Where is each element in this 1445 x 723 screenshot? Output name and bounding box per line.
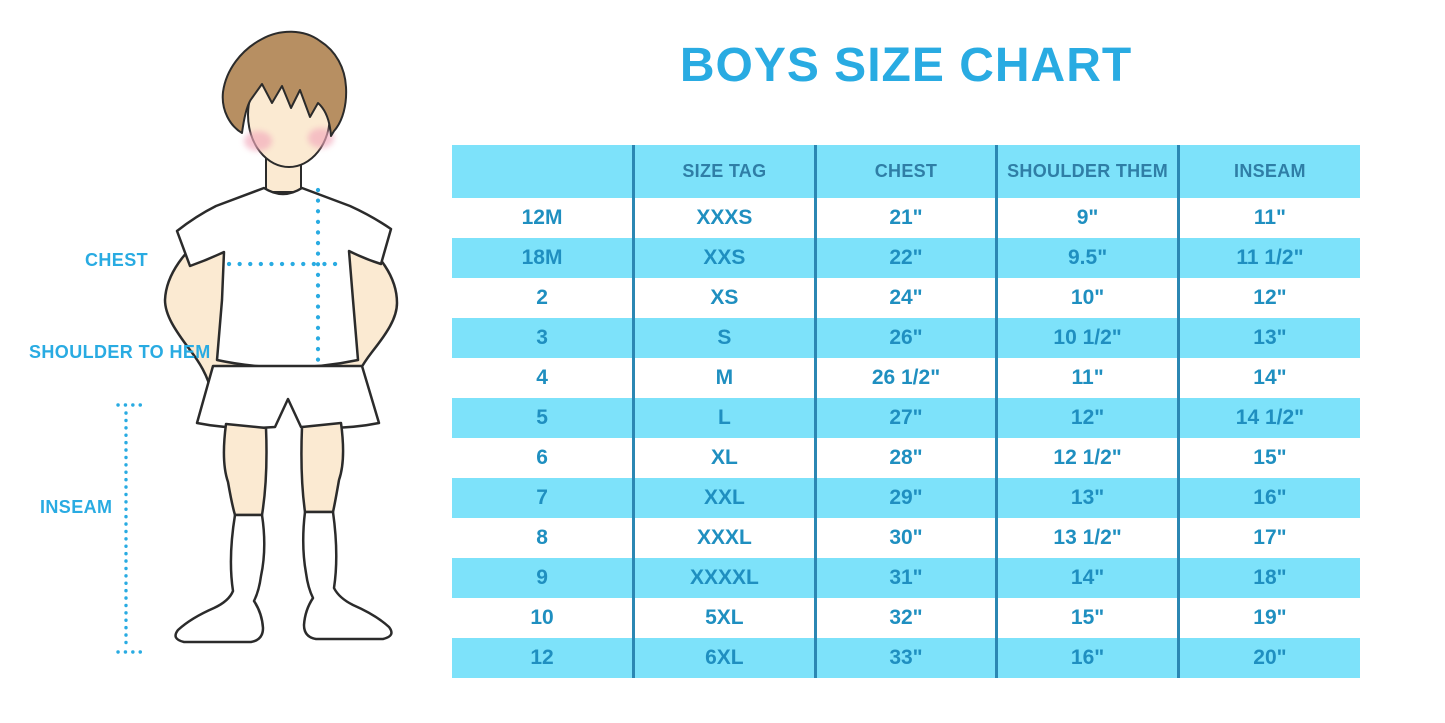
table-cell: 30" <box>815 518 999 558</box>
table-row: 3 S 26" 10 1/2" 13" <box>452 318 1360 358</box>
boy-left-sock <box>174 513 266 644</box>
table-cell: 11" <box>1253 206 1287 229</box>
table-cell: M <box>633 358 817 398</box>
table-cell: 10 1/2" <box>996 318 1180 358</box>
table-cell: 17" <box>1253 526 1287 549</box>
boy-shorts <box>195 364 381 430</box>
table-cell: 15" <box>996 598 1180 638</box>
boy-left-leg <box>222 422 268 517</box>
table-cell: 22" <box>815 238 999 278</box>
table-cell: 28" <box>815 438 999 478</box>
table-cell: 10" <box>996 278 1180 318</box>
table-cell: 16" <box>996 638 1180 678</box>
table-row: 10 5XL 32" 15" 19" <box>452 598 1360 638</box>
table-cell: 4 <box>452 358 636 398</box>
table-cell: XXXL <box>633 518 817 558</box>
table-cell: 9.5" <box>996 238 1180 278</box>
table-cell: 3 <box>452 318 636 358</box>
table-row: 2 XS 24" 10" 12" <box>452 278 1360 318</box>
table-cell: 11" <box>996 358 1180 398</box>
table-cell: L <box>633 398 817 438</box>
table-cell: 12 1/2" <box>996 438 1180 478</box>
table-cell: 18M <box>452 238 636 278</box>
table-row: 18M XXS 22" 9.5" 11 1/2" <box>452 238 1360 278</box>
table-cell: 14" <box>1253 366 1287 389</box>
table-cell: S <box>633 318 817 358</box>
column-header-shoulder-them: SHOULDER THEM <box>996 145 1180 198</box>
table-cell: 6XL <box>633 638 817 678</box>
column-header-chest: CHEST <box>815 145 999 198</box>
column-header-blank <box>452 145 636 198</box>
table-cell: 12 <box>452 638 636 678</box>
table-cell: 32" <box>815 598 999 638</box>
table-row: 12 6XL 33" 16" 20" <box>452 638 1360 678</box>
boy-right-sock <box>302 510 393 641</box>
table-cell: 12" <box>996 398 1180 438</box>
table-cell: 9 <box>452 558 636 598</box>
boy-illustration-svg <box>116 30 399 654</box>
size-table-body: 12M XXXS 21" 9" 11" 18M XXS 22" 9.5" 11 1/2" 2 XS 24… <box>452 198 1360 678</box>
table-cell: XXL <box>633 478 817 518</box>
table-cell: 14 1/2" <box>1235 406 1305 429</box>
table-cell: 27" <box>815 398 999 438</box>
boy-right-leg <box>300 421 345 514</box>
table-cell: 20" <box>1253 646 1287 669</box>
table-cell: 18" <box>1253 566 1287 589</box>
table-cell: 13 1/2" <box>996 518 1180 558</box>
table-row: 7 XXL 29" 13" 16" <box>452 478 1360 518</box>
table-cell: 12M <box>452 198 636 238</box>
table-cell: 21" <box>815 198 999 238</box>
table-cell: 13" <box>1253 326 1287 349</box>
table-cell: 9" <box>996 198 1180 238</box>
column-header-size-tag: SIZE TAG <box>633 145 817 198</box>
table-cell: 24" <box>815 278 999 318</box>
table-cell: XXXXL <box>633 558 817 598</box>
table-cell: 8 <box>452 518 636 558</box>
table-cell: 14" <box>996 558 1180 598</box>
size-table-header-row: SIZE TAG CHEST SHOULDER THEM INSEAM <box>452 145 1360 198</box>
table-cell: 11 1/2" <box>1236 246 1304 269</box>
table-cell: 13" <box>996 478 1180 518</box>
boy-figure-illustration: CHEST SHOULDER TO HEM INSEAM <box>0 0 460 723</box>
table-cell: 2 <box>452 278 636 318</box>
boy-blush-right <box>308 128 334 148</box>
column-header-inseam: INSEAM <box>1234 161 1306 181</box>
table-cell: XXS <box>633 238 817 278</box>
table-cell: 10 <box>452 598 636 638</box>
table-cell: 31" <box>815 558 999 598</box>
inseam-label: INSEAM <box>40 497 113 517</box>
table-cell: 26 1/2" <box>815 358 999 398</box>
boy-blush-left <box>244 131 272 151</box>
table-cell: XS <box>633 278 817 318</box>
table-cell: 33" <box>815 638 999 678</box>
table-row: 8 XXXL 30" 13 1/2" 17" <box>452 518 1360 558</box>
table-cell: 19" <box>1253 606 1287 629</box>
table-row: 4 M 26 1/2" 11" 14" <box>452 358 1360 398</box>
table-cell: 16" <box>1253 486 1287 509</box>
table-row: 9 XXXXL 31" 14" 18" <box>452 558 1360 598</box>
shoulder-to-hem-label: SHOULDER TO HEM <box>29 342 211 362</box>
boy-hair <box>221 30 348 137</box>
table-cell: 15" <box>1253 446 1287 469</box>
chest-label: CHEST <box>85 250 149 270</box>
table-cell: 7 <box>452 478 636 518</box>
table-row: 6 XL 28" 12 1/2" 15" <box>452 438 1360 478</box>
table-row: 5 L 27" 12" 14 1/2" <box>452 398 1360 438</box>
table-cell: XXXS <box>633 198 817 238</box>
table-cell: 26" <box>815 318 999 358</box>
table-cell: 5XL <box>633 598 817 638</box>
size-table: SIZE TAG CHEST SHOULDER THEM INSEAM 12M XXXS… <box>452 145 1360 678</box>
table-row: 12M XXXS 21" 9" 11" <box>452 198 1360 238</box>
table-cell: XL <box>633 438 817 478</box>
table-cell: 12" <box>1253 286 1287 309</box>
boy-tshirt <box>175 186 393 369</box>
table-cell: 6 <box>452 438 636 478</box>
page-title: BOYS SIZE CHART <box>679 39 1133 92</box>
table-cell: 29" <box>815 478 999 518</box>
size-table-head: SIZE TAG CHEST SHOULDER THEM INSEAM <box>452 145 1360 198</box>
table-cell: 5 <box>452 398 636 438</box>
